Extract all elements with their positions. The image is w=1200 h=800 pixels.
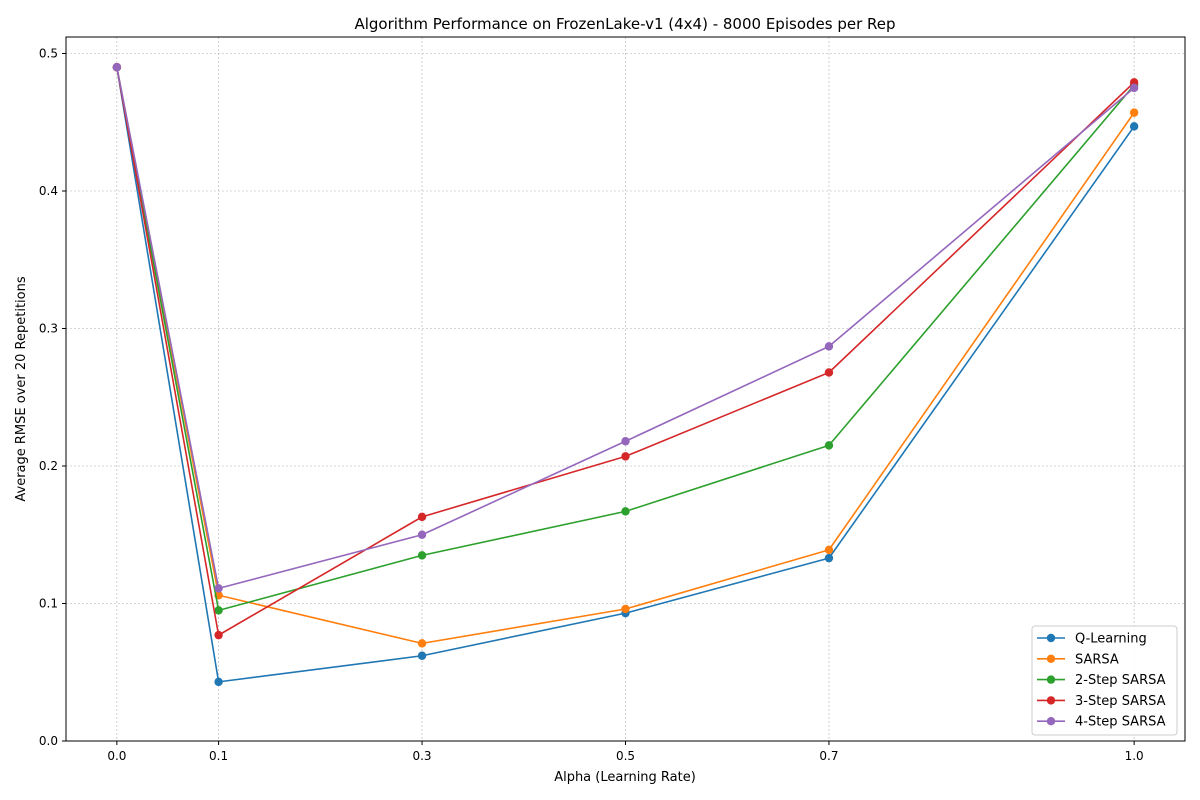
series-line <box>116 67 1135 636</box>
chart-title: Algorithm Performance on FrozenLake-v1 (… <box>354 15 895 33</box>
grid <box>66 37 1185 742</box>
series-line <box>116 67 1135 590</box>
legend-label: SARSA <box>1075 652 1119 667</box>
data-point <box>621 437 630 446</box>
data-point <box>214 630 223 640</box>
legend-item: Q-Learning <box>1037 632 1147 647</box>
legend-box <box>1031 625 1178 736</box>
data-point <box>1129 122 1139 131</box>
y-tick-label: 0.3 <box>39 322 58 336</box>
x-tick-label: 0.1 <box>209 749 228 763</box>
data-point <box>824 368 834 377</box>
x-tick-label: 0.7 <box>819 749 838 763</box>
legend-item: 3-Step SARSA <box>1037 694 1166 709</box>
data-point <box>417 530 427 539</box>
data-point <box>417 512 427 522</box>
data-point <box>824 553 834 563</box>
data-point <box>214 584 223 593</box>
series-line <box>116 67 1135 612</box>
data-point <box>621 507 630 516</box>
data-point <box>214 606 223 615</box>
legend-label: 3-Step SARSA <box>1075 694 1166 709</box>
series-4-step-sarsa <box>112 63 1139 593</box>
legend: Q-Learning SARSA 2-Step SARSA 3-Step SARSA 4… <box>1031 625 1178 736</box>
y-tick-label: 0.4 <box>39 184 58 198</box>
x-axis-title: Alpha (Learning Rate) <box>554 770 696 785</box>
legend-swatch-marker <box>1046 654 1056 663</box>
legend-item: 4-Step SARSA <box>1037 715 1166 730</box>
legend-item: SARSA <box>1037 652 1119 667</box>
data-point <box>621 604 630 614</box>
y-tick-label: 0.2 <box>39 459 58 473</box>
data-point <box>1129 108 1139 117</box>
y-axis-title: Average RMSE over 20 Repetitions <box>14 276 29 501</box>
data-point <box>621 452 630 461</box>
series-line <box>116 67 1135 645</box>
legend-label: 4-Step SARSA <box>1075 715 1166 730</box>
x-tick-label: 0.0 <box>107 749 126 763</box>
legend-item: 2-Step SARSA <box>1037 673 1166 688</box>
series-line <box>116 67 1135 683</box>
data-point <box>824 545 834 555</box>
data-point <box>112 63 122 72</box>
legend-swatch-marker <box>1046 633 1056 643</box>
legend-swatch-marker <box>1046 675 1056 684</box>
legend-label: 2-Step SARSA <box>1075 673 1166 688</box>
legend-swatch-marker <box>1046 696 1056 705</box>
data-point <box>214 677 223 687</box>
data-point <box>417 639 427 648</box>
data-point <box>824 441 834 450</box>
x-tick-label: 0.3 <box>412 749 431 763</box>
series-layer <box>112 63 1139 687</box>
y-tick-label: 0.1 <box>39 597 58 611</box>
legend-label: Q-Learning <box>1075 632 1147 647</box>
data-point <box>1129 83 1139 93</box>
x-tick-label: 1.0 <box>1125 749 1144 763</box>
data-point <box>417 551 427 560</box>
x-tick-label: 0.5 <box>616 749 635 763</box>
y-tick-label: 0.5 <box>39 47 58 61</box>
y-tick-label: 0.0 <box>39 734 58 748</box>
legend-swatch-marker <box>1046 717 1056 726</box>
data-point <box>417 651 427 660</box>
data-point <box>824 342 834 351</box>
axis-ticks: 0.0 0.1 0.3 0.5 0.7 1.0 0.0 0.1 0.2 0.3 0.4 0.5 <box>39 47 1144 764</box>
